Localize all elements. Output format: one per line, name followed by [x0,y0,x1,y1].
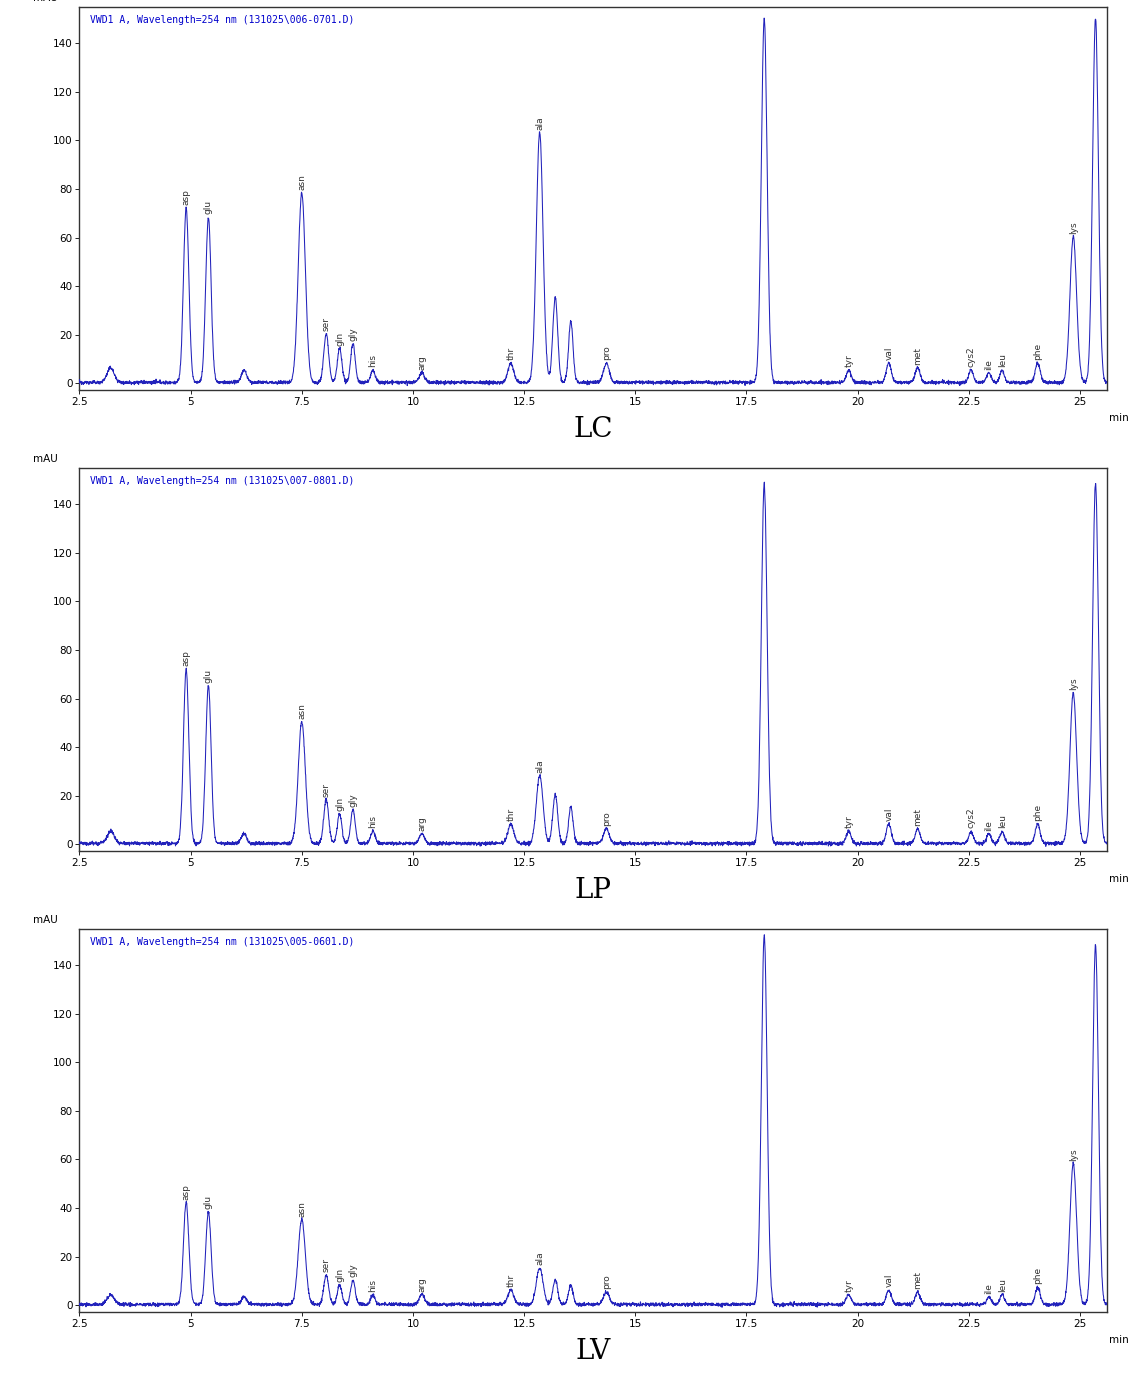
Text: thr: thr [506,1273,515,1287]
Text: LP: LP [574,877,612,904]
Text: ile: ile [984,820,993,831]
Text: pro: pro [602,1275,611,1290]
Text: leu: leu [998,353,1007,367]
Text: thr: thr [506,808,515,821]
Text: phe: phe [1033,803,1042,821]
Text: phe: phe [1033,1268,1042,1284]
Text: cys2: cys2 [967,346,975,367]
Text: val: val [884,346,893,360]
Text: val: val [884,1273,893,1287]
Text: ser: ser [321,1258,330,1272]
Text: ala: ala [536,1251,544,1265]
Text: ile: ile [984,1283,993,1294]
Text: VWD1 A, Wavelength=254 nm (131025\006-0701.D): VWD1 A, Wavelength=254 nm (131025\006-07… [90,15,354,25]
Text: met: met [914,808,922,826]
Text: gln: gln [335,331,344,346]
Text: ile: ile [984,359,993,370]
Text: glu: glu [204,200,213,214]
Text: met: met [914,348,922,366]
Text: asn: asn [297,1201,306,1216]
Text: ser: ser [321,783,330,796]
Text: gly: gly [348,1264,358,1277]
Text: ala: ala [536,115,544,129]
Text: asp: asp [182,1184,191,1200]
Text: LV: LV [575,1337,611,1365]
Text: VWD1 A, Wavelength=254 nm (131025\005-0601.D): VWD1 A, Wavelength=254 nm (131025\005-06… [90,937,354,947]
Text: asp: asp [182,189,191,204]
Text: met: met [914,1272,922,1290]
Text: min: min [1109,413,1128,424]
Text: gln: gln [335,798,344,812]
Text: mAU: mAU [33,915,58,926]
Text: thr: thr [506,348,515,360]
Text: tyr: tyr [844,816,854,828]
Text: asn: asn [297,174,306,190]
Text: asp: asp [182,651,191,666]
Text: ser: ser [321,317,330,331]
Text: min: min [1109,1336,1128,1346]
Text: leu: leu [998,815,1007,828]
Text: his: his [369,354,378,367]
Text: glu: glu [204,1195,213,1209]
Text: arg: arg [418,816,427,831]
Text: lys: lys [1069,1148,1078,1161]
Text: arg: arg [418,354,427,370]
Text: lys: lys [1069,221,1078,234]
Text: gln: gln [335,1268,344,1282]
Text: min: min [1109,874,1128,884]
Text: arg: arg [418,1277,427,1291]
Text: ala: ala [536,759,544,773]
Text: tyr: tyr [844,354,854,367]
Text: mAU: mAU [33,455,58,464]
Text: mAU: mAU [33,0,58,3]
Text: lys: lys [1069,677,1078,689]
Text: VWD1 A, Wavelength=254 nm (131025\007-0801.D): VWD1 A, Wavelength=254 nm (131025\007-08… [90,475,354,485]
Text: phe: phe [1033,343,1042,360]
Text: pro: pro [602,345,611,360]
Text: LC: LC [573,416,613,442]
Text: glu: glu [204,669,213,682]
Text: his: his [369,1279,378,1291]
Text: gly: gly [348,792,358,806]
Text: pro: pro [602,812,611,826]
Text: gly: gly [348,327,358,341]
Text: val: val [884,808,893,821]
Text: leu: leu [998,1277,1007,1291]
Text: asn: asn [297,703,306,719]
Text: his: his [369,816,378,828]
Text: cys2: cys2 [967,808,975,828]
Text: tyr: tyr [844,1279,854,1291]
